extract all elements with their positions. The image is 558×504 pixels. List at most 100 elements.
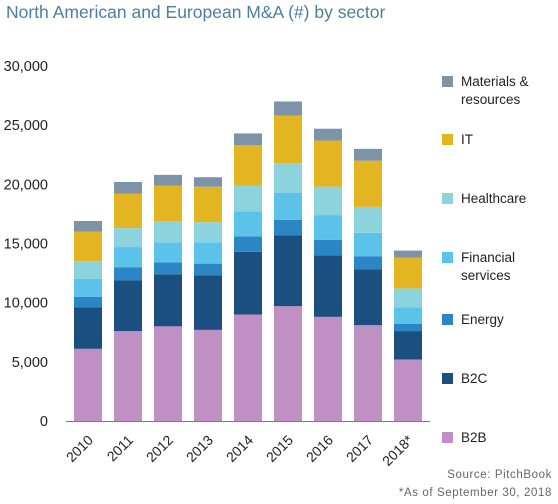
bar-segment bbox=[74, 348, 102, 421]
bar-segment bbox=[114, 193, 142, 229]
bar-segment bbox=[314, 140, 342, 187]
bar-segment bbox=[354, 148, 382, 161]
x-tick-label: 2016 bbox=[303, 432, 336, 465]
x-tick-label: 2018* bbox=[379, 431, 417, 469]
bar-segment bbox=[194, 177, 222, 187]
bar-segment bbox=[274, 101, 302, 116]
legend-swatch bbox=[442, 314, 453, 325]
legend-swatch bbox=[442, 373, 453, 384]
y-tick-label: 0 bbox=[40, 414, 48, 430]
bar-segment bbox=[154, 326, 182, 421]
bar-segment bbox=[274, 306, 302, 421]
bar-segment bbox=[154, 262, 182, 275]
legend-item-healthcare: Healthcare bbox=[442, 191, 526, 206]
bar-segment bbox=[394, 288, 422, 308]
bar-segment bbox=[274, 235, 302, 307]
bar-segment bbox=[314, 255, 342, 317]
source-note: Source: PitchBook bbox=[447, 469, 552, 481]
bar-segment bbox=[394, 257, 422, 289]
legend-item-financial: Financial services bbox=[442, 250, 515, 283]
bar-segment bbox=[194, 263, 222, 276]
chart-title: North American and European M&A (#) by s… bbox=[6, 2, 386, 22]
bar-segment bbox=[274, 163, 302, 193]
bar-segment bbox=[274, 115, 302, 164]
bar-segment bbox=[154, 221, 182, 243]
bar-segment bbox=[114, 280, 142, 332]
legend-item-materials: Materials & resources bbox=[442, 74, 529, 107]
legend-label: B2B bbox=[461, 430, 487, 445]
y-tick-label: 5,000 bbox=[12, 355, 48, 371]
bar-segment bbox=[234, 314, 262, 421]
legend-swatch bbox=[442, 252, 453, 263]
legend-label: Energy bbox=[461, 312, 504, 327]
bar-segment bbox=[354, 160, 382, 207]
legend-item-b2b: B2B bbox=[442, 430, 487, 445]
bar-segment bbox=[314, 316, 342, 421]
bar-segment bbox=[114, 181, 142, 194]
y-tick-label: 25,000 bbox=[4, 118, 48, 134]
x-tick-label: 2014 bbox=[223, 432, 256, 465]
bar-segment bbox=[194, 242, 222, 264]
bar-segment bbox=[394, 307, 422, 324]
legend-item-b2c: B2C bbox=[442, 371, 488, 386]
bar-segment bbox=[394, 359, 422, 421]
bar-segment bbox=[194, 329, 222, 421]
bar-segment bbox=[314, 239, 342, 256]
bar-segment bbox=[354, 325, 382, 421]
bar-segment bbox=[74, 221, 102, 232]
bar-segment bbox=[234, 236, 262, 252]
bar-segment bbox=[234, 251, 262, 315]
bar-segment bbox=[74, 296, 102, 308]
legend-item-it: IT bbox=[442, 132, 473, 147]
bar-segment bbox=[234, 145, 262, 186]
y-axis: 0 5,000 10,000 15,000 20,000 25,000 30,000 bbox=[4, 59, 48, 430]
legend-label: Financial bbox=[461, 250, 515, 265]
legend-label: Materials & bbox=[461, 74, 529, 89]
bar-segment bbox=[154, 185, 182, 222]
x-tick-label: 2013 bbox=[183, 432, 216, 465]
bar-segment bbox=[194, 186, 222, 223]
y-tick-label: 15,000 bbox=[4, 237, 48, 253]
bar-segment bbox=[354, 232, 382, 257]
x-tick-label: 2011 bbox=[104, 432, 137, 465]
bar-segment bbox=[234, 185, 262, 212]
bar-segment bbox=[194, 222, 222, 243]
bar-segment bbox=[114, 228, 142, 248]
legend-swatch bbox=[442, 134, 453, 145]
bar-segment bbox=[154, 242, 182, 263]
y-tick-label: 20,000 bbox=[4, 177, 48, 193]
date-note: *As of September 30, 2018 bbox=[398, 487, 552, 499]
legend-item-energy: Energy bbox=[442, 312, 504, 327]
legend-label: Healthcare bbox=[461, 191, 526, 206]
legend-swatch bbox=[442, 432, 453, 443]
bar-segment bbox=[154, 274, 182, 327]
bar-segment bbox=[74, 279, 102, 297]
bar-segment bbox=[354, 206, 382, 233]
x-tick-label: 2017 bbox=[343, 432, 376, 465]
bar-segment bbox=[114, 331, 142, 421]
bar-segment bbox=[314, 186, 342, 216]
bar-segment bbox=[354, 269, 382, 326]
bar-segment bbox=[74, 231, 102, 262]
bar-segment bbox=[394, 323, 422, 332]
legend-label: resources bbox=[461, 92, 521, 107]
y-tick-label: 30,000 bbox=[4, 59, 48, 75]
bar-segment bbox=[74, 307, 102, 349]
bar-segment bbox=[74, 261, 102, 279]
bar-segment bbox=[394, 331, 422, 360]
bar-segment bbox=[234, 133, 262, 146]
x-tick-label: 2012 bbox=[143, 432, 176, 465]
bar-segment bbox=[314, 215, 342, 240]
bar-segment bbox=[314, 128, 342, 141]
legend-label: B2C bbox=[461, 371, 488, 386]
bar-segment bbox=[354, 256, 382, 270]
bars bbox=[74, 101, 422, 421]
bar-segment bbox=[234, 211, 262, 237]
y-tick-label: 10,000 bbox=[4, 296, 48, 312]
x-axis: 2010 2011 2012 2013 2014 2015 2016 2017 2018* bbox=[63, 421, 430, 469]
bar-segment bbox=[194, 275, 222, 330]
legend-swatch bbox=[442, 193, 453, 204]
bar-segment bbox=[154, 174, 182, 186]
bar-segment bbox=[114, 267, 142, 281]
